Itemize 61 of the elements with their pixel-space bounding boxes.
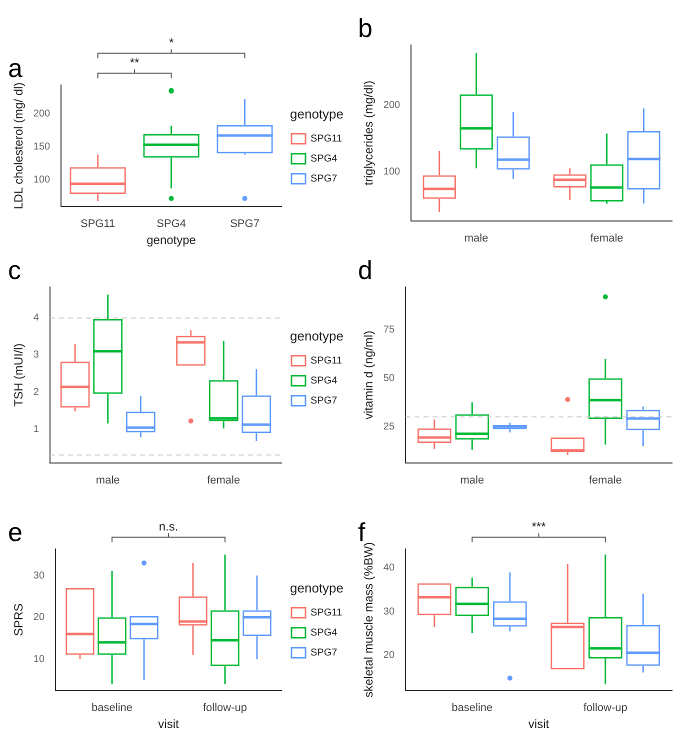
legend-label: SPG4 <box>310 628 338 639</box>
y-tick-label: 25 <box>383 421 395 432</box>
y-tick-label: 30 <box>383 606 395 618</box>
x-tick-label: female <box>588 474 622 486</box>
x-tick-label: female <box>590 232 624 244</box>
text: *** <box>532 520 546 534</box>
y-tick-label: 100 <box>383 166 401 178</box>
chart-title: e <box>8 516 22 547</box>
y-tick-label: 2 <box>33 386 40 398</box>
legend-title: genotype <box>290 328 344 344</box>
chart-title: d <box>358 254 372 285</box>
legend-label: SPG7 <box>310 174 338 185</box>
y-axis-title: vitamin d (ng/ml) <box>362 330 376 420</box>
y-tick-label: 4 <box>33 312 40 324</box>
x-tick-label: SPG11 <box>80 218 116 230</box>
y-tick-label: 30 <box>33 570 45 582</box>
text: ** <box>130 56 140 70</box>
y-tick-label: 20 <box>383 650 395 662</box>
legend-label: SPG11 <box>310 608 342 619</box>
y-axis-title: skeletal muscle mass (%BW) <box>362 542 376 698</box>
legend-label: SPG7 <box>310 396 338 407</box>
y-tick-label: 1 <box>33 424 40 435</box>
y-tick-label: 10 <box>33 654 45 665</box>
x-tick-label: baseline <box>92 702 133 714</box>
y-axis-title: TSH (mUI/l) <box>12 343 26 407</box>
legend-label: SPG4 <box>310 154 338 165</box>
legend-label: SPG7 <box>310 648 338 659</box>
y-tick-label: 150 <box>33 142 51 153</box>
x-tick-label: male <box>96 474 120 486</box>
x-tick-label: SPG4 <box>156 218 186 230</box>
text: * <box>168 36 174 50</box>
legend-label: SPG11 <box>310 356 342 367</box>
x-tick-label: male <box>464 232 488 244</box>
chart-title: a <box>8 52 23 83</box>
x-tick-label: SPG7 <box>230 218 260 230</box>
x-tick-label: follow-up <box>583 702 628 714</box>
legend-title: genotype <box>290 580 344 596</box>
chart-title: b <box>358 12 372 43</box>
y-tick-label: 100 <box>33 174 51 186</box>
y-tick-label: 75 <box>383 324 395 336</box>
legend-label: SPG4 <box>310 376 338 387</box>
chart-title: c <box>8 254 21 285</box>
x-tick-label: female <box>207 474 240 486</box>
y-axis-title: SPRS <box>12 603 26 636</box>
text: n.s. <box>158 520 178 534</box>
x-axis-title: visit <box>158 717 180 732</box>
y-tick-label: 40 <box>383 562 395 574</box>
legend-label: SPG11 <box>310 134 342 145</box>
x-axis-title: visit <box>528 717 550 732</box>
x-axis-title: genotype <box>146 233 196 248</box>
legend-title: genotype <box>290 106 344 122</box>
y-tick-label: 200 <box>33 108 51 120</box>
y-tick-label: 20 <box>33 612 45 624</box>
y-axis-title: triglycerides (mg/dl) <box>362 80 376 186</box>
y-axis-title: LDL cholesterol (mg/ dl) <box>12 82 26 210</box>
y-tick-label: 50 <box>383 372 395 384</box>
x-tick-label: male <box>460 474 484 486</box>
x-tick-label: baseline <box>452 702 493 714</box>
x-tick-label: follow-up <box>202 702 248 714</box>
y-tick-label: 3 <box>33 350 40 361</box>
y-tick-label: 200 <box>383 100 401 111</box>
